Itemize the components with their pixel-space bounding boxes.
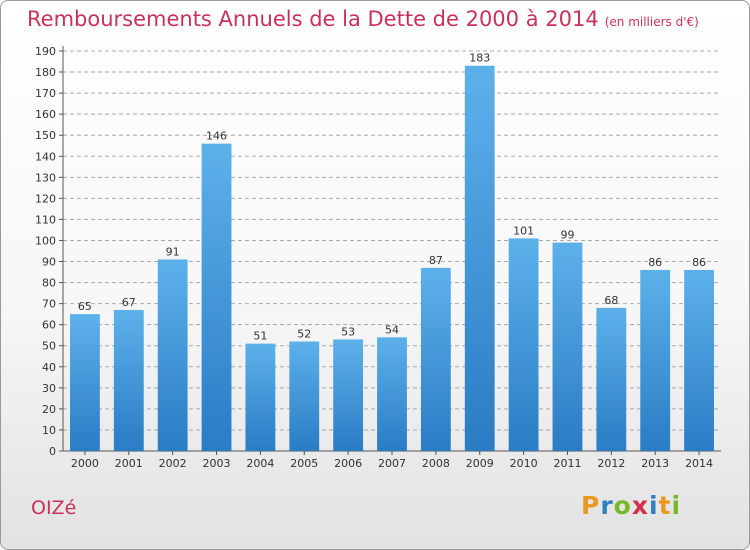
x-tick-label: 2014 — [685, 457, 713, 470]
data-label: 86 — [648, 256, 662, 269]
proxiti-logo: Proxiti — [581, 491, 681, 520]
logo-letter: o — [613, 491, 632, 520]
axes: 0 10 20 30 40 50 60 70 80 90 100 110 120 130 140 150 160… — [35, 45, 721, 470]
x-tick-label: 2012 — [597, 457, 625, 470]
x-tick-label: 2006 — [334, 457, 362, 470]
y-tick-label: 0 — [49, 445, 56, 458]
data-label: 53 — [341, 325, 355, 338]
bar-2002 — [157, 259, 188, 451]
y-tick-label: 160 — [35, 108, 56, 121]
y-tick-label: 190 — [35, 45, 56, 58]
data-label: 146 — [206, 130, 227, 143]
data-labels: 65 67 91 146 51 52 53 54 87 183 101 99 68 86 86 — [78, 52, 706, 343]
y-tick-label: 130 — [35, 171, 56, 184]
y-tick-label: 50 — [42, 340, 56, 353]
y-tick-label: 20 — [42, 403, 56, 416]
chart-title: Remboursements Annuels de la Dette de 20… — [27, 7, 699, 31]
y-tick-label: 10 — [42, 424, 56, 437]
x-tick-label: 2000 — [71, 457, 99, 470]
x-tick-label: 2001 — [115, 457, 143, 470]
logo-letter: x — [631, 491, 649, 520]
data-label: 99 — [560, 229, 574, 242]
bar-2011 — [552, 242, 583, 451]
x-tick-label: 2005 — [290, 457, 318, 470]
y-tick-label: 170 — [35, 87, 56, 100]
place-name: OIZé — [31, 497, 77, 519]
y-tick-label: 150 — [35, 129, 56, 142]
data-label: 67 — [122, 296, 136, 309]
logo-letter: t — [658, 491, 672, 520]
logo-letter: r — [600, 491, 614, 520]
x-tick-label: 2004 — [246, 457, 274, 470]
y-tick-label: 30 — [42, 382, 56, 395]
y-tick-label: 60 — [42, 319, 56, 332]
data-label: 68 — [604, 294, 618, 307]
logo-letter: P — [581, 491, 601, 520]
bar-2014 — [684, 269, 714, 451]
data-label: 101 — [513, 224, 534, 237]
bar-2003 — [201, 143, 232, 451]
data-label: 54 — [385, 323, 399, 336]
x-tick-label: 2007 — [378, 457, 406, 470]
bar-2005 — [289, 341, 320, 451]
bar-2001 — [113, 309, 144, 451]
bar-2000 — [70, 314, 100, 451]
y-tick-label: 100 — [35, 234, 56, 247]
bar-2007 — [377, 337, 407, 451]
data-label: 86 — [692, 256, 706, 269]
data-label: 52 — [297, 328, 311, 341]
x-tick-label: 2003 — [203, 457, 231, 470]
y-tick-label: 80 — [42, 277, 56, 290]
y-tick-label: 180 — [35, 66, 56, 79]
bar-2009 — [464, 65, 495, 451]
x-tick-label: 2010 — [510, 457, 538, 470]
data-label: 87 — [429, 254, 443, 267]
bar-2012 — [596, 307, 627, 451]
y-tick-label: 40 — [42, 361, 56, 374]
bar-2006 — [333, 339, 364, 451]
bar-2008 — [420, 267, 451, 451]
logo-letter: i — [649, 491, 659, 520]
x-tick-label: 2002 — [159, 457, 187, 470]
bar-2004 — [245, 343, 276, 451]
y-tick-label: 70 — [42, 298, 56, 311]
data-label: 51 — [253, 330, 267, 343]
x-tick-label: 2011 — [553, 457, 581, 470]
logo-letter: i — [671, 491, 682, 520]
x-tick-label: 2009 — [466, 457, 494, 470]
y-tick-label: 90 — [42, 256, 56, 269]
data-label: 183 — [469, 52, 490, 65]
y-tick-label: 110 — [35, 213, 56, 226]
chart-subtitle: (en milliers d'€) — [604, 15, 699, 29]
y-tick-label: 120 — [35, 192, 56, 205]
y-tick-label: 140 — [35, 150, 56, 163]
bars — [70, 65, 714, 451]
data-label: 65 — [78, 300, 92, 313]
bar-2010 — [508, 238, 539, 451]
chart-title-text: Remboursements Annuels de la Dette de 20… — [27, 7, 599, 31]
x-tick-label: 2008 — [422, 457, 450, 470]
x-tick-label: 2013 — [641, 457, 669, 470]
data-label: 91 — [166, 245, 180, 258]
bar-2013 — [640, 269, 671, 451]
